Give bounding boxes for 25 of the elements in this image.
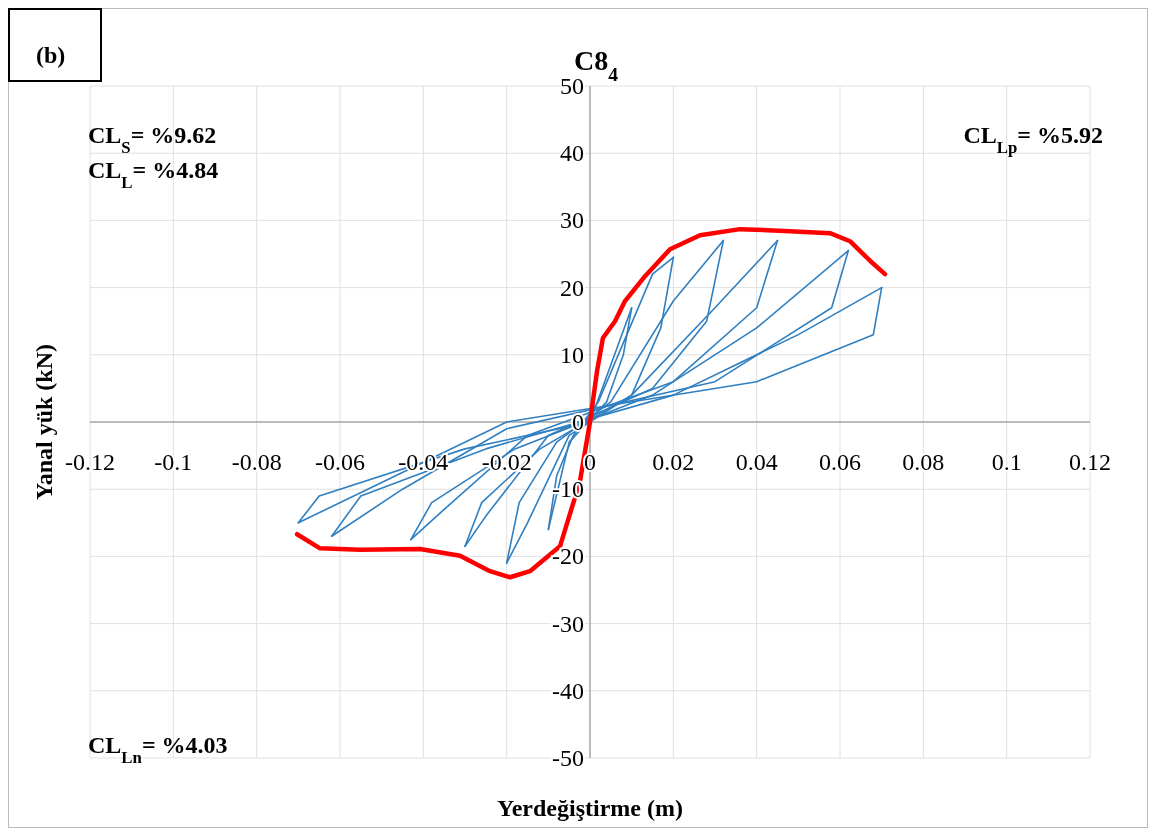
annotation: CL$_{L}$= %4.84 (88, 157, 219, 192)
x-axis-title: Yerdeğiştirme (m) (497, 795, 683, 821)
y-axis-title: Yanal yük (kN) (31, 343, 57, 501)
x-tick-label: -0.08 (231, 449, 282, 475)
annotation: CL$_{Ln}$= %4.03 (88, 732, 228, 767)
y-tick-label: 40 (560, 140, 584, 167)
y-tick-label: 10 (560, 341, 584, 368)
y-tick-label: -50 (552, 745, 584, 771)
x-tick-label: 0.1 (991, 449, 1022, 475)
x-tick-label: 0.06 (819, 449, 861, 475)
x-tick-label: -0.1 (154, 449, 193, 475)
annotation: CL$_{Lp}$= %5.92 (963, 122, 1103, 157)
x-tick-label: -0.12 (65, 449, 115, 475)
y-tick-label: -30 (552, 610, 584, 637)
x-tick-label: -0.06 (315, 449, 365, 475)
y-tick-label: 30 (560, 207, 584, 234)
x-tick-label: 0.02 (652, 449, 695, 475)
y-tick-label: -40 (552, 677, 584, 704)
y-tick-label: 20 (560, 274, 584, 301)
annotation: CL$_{S}$= %9.62 (88, 122, 217, 157)
y-tick-label: -20 (552, 543, 584, 570)
text: (b) (36, 42, 66, 68)
x-tick-label: 0.08 (902, 449, 945, 475)
x-tick-label: 0.04 (735, 449, 778, 475)
x-tick-label: 0.12 (1069, 449, 1111, 475)
